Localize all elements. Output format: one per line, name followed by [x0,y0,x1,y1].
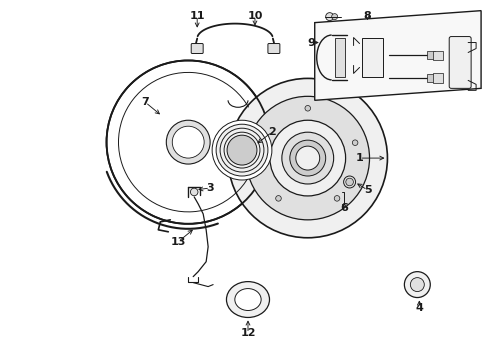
Bar [433,50,443,60]
Circle shape [346,178,353,186]
Circle shape [290,140,326,176]
Ellipse shape [235,289,261,310]
Circle shape [228,136,256,164]
Text: 10: 10 [247,11,263,21]
FancyBboxPatch shape [268,44,280,54]
Polygon shape [315,11,481,100]
Circle shape [334,195,340,201]
Text: 11: 11 [190,11,205,21]
Circle shape [224,132,260,168]
Circle shape [270,120,345,196]
Circle shape [332,14,338,20]
Ellipse shape [226,282,270,318]
FancyBboxPatch shape [191,44,203,54]
Text: 12: 12 [240,328,256,338]
Circle shape [305,105,311,111]
Text: 1: 1 [356,153,364,163]
Text: 5: 5 [364,185,371,195]
Circle shape [276,195,281,201]
Circle shape [410,278,424,292]
Circle shape [246,96,369,220]
Circle shape [228,78,388,238]
Text: 3: 3 [206,183,214,193]
Bar [433,73,443,84]
Circle shape [191,188,198,196]
Circle shape [212,120,272,180]
Circle shape [258,140,263,145]
Text: 8: 8 [364,11,371,21]
Circle shape [166,120,210,164]
Circle shape [282,132,334,184]
Circle shape [343,176,356,188]
Text: 13: 13 [171,237,186,247]
Circle shape [227,135,257,165]
Circle shape [220,128,264,172]
Bar [427,51,435,59]
Circle shape [106,60,270,224]
Bar [335,37,344,77]
Bar [362,37,384,77]
Circle shape [404,272,430,298]
Circle shape [172,126,204,158]
Text: 7: 7 [142,97,149,107]
Text: 4: 4 [416,302,423,312]
Text: 2: 2 [268,127,276,137]
Text: 6: 6 [341,203,348,213]
FancyBboxPatch shape [449,37,471,88]
Text: 9: 9 [308,37,316,48]
Circle shape [326,13,334,21]
Circle shape [216,124,268,176]
Circle shape [352,140,358,145]
Circle shape [296,146,319,170]
Bar [427,75,435,82]
